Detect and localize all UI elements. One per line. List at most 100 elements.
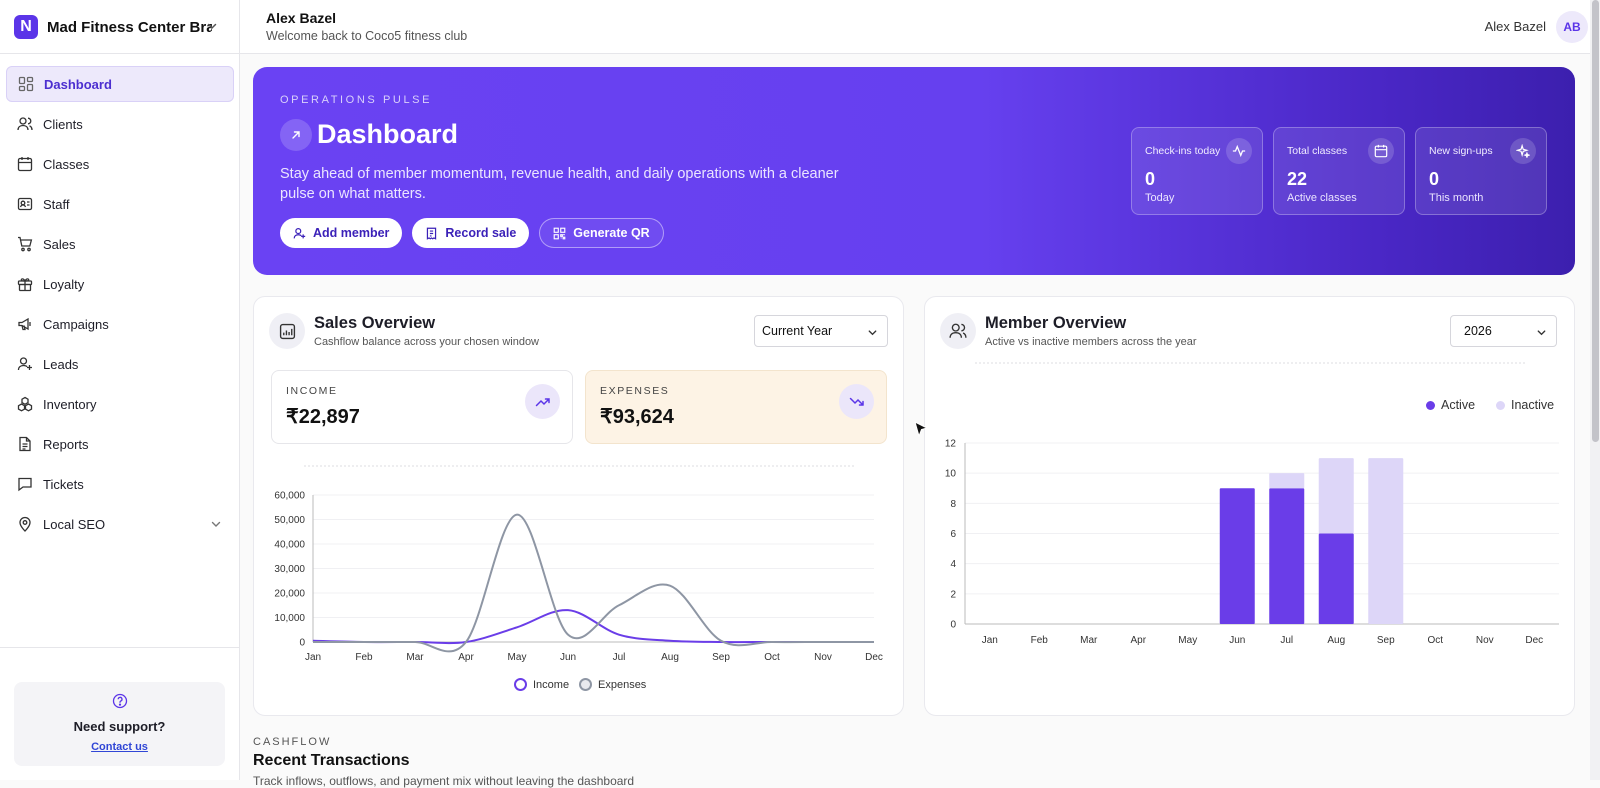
hero-description: Stay ahead of member momentum, revenue h… bbox=[280, 166, 839, 202]
add-member-button[interactable]: Add member bbox=[280, 218, 403, 248]
y-tick-label: 2 bbox=[950, 589, 956, 600]
x-tick-label: Dec bbox=[1525, 635, 1543, 646]
calendar-icon bbox=[1368, 138, 1394, 164]
x-tick-label: Jun bbox=[560, 652, 576, 663]
y-tick-label: 0 bbox=[950, 620, 956, 631]
cart-icon bbox=[18, 236, 33, 252]
expenses-label: EXPENSES bbox=[600, 385, 670, 397]
chat-icon bbox=[18, 477, 32, 492]
x-tick-label: Feb bbox=[1031, 635, 1049, 646]
stat-card-signups: New sign-ups 0 This month bbox=[1415, 127, 1547, 215]
chevron-down-icon[interactable] bbox=[210, 518, 222, 530]
sidebar-item-clients[interactable]: Clients bbox=[6, 106, 234, 142]
stat-value: 0 bbox=[1145, 169, 1156, 189]
y-tick-label: 0 bbox=[299, 638, 305, 649]
chart-icon bbox=[269, 313, 305, 349]
hero-eyebrow: OPERATIONS PULSE bbox=[280, 94, 433, 106]
id-card-icon bbox=[17, 197, 33, 211]
sidebar-divider bbox=[0, 53, 240, 54]
stat-sub: Today bbox=[1145, 192, 1175, 204]
sidebar-item-label: Sales bbox=[43, 236, 76, 252]
report-icon bbox=[19, 436, 31, 452]
y-tick-label: 50,000 bbox=[274, 515, 305, 526]
record-sale-button[interactable]: Record sale bbox=[412, 218, 530, 248]
x-tick-label: May bbox=[1178, 635, 1197, 646]
sidebar-item-label: Loyalty bbox=[43, 276, 85, 292]
period-value: Current Year bbox=[762, 324, 833, 338]
sidebar-item-label: Tickets bbox=[43, 476, 84, 492]
sidebar-item-label: Staff bbox=[43, 196, 70, 212]
sidebar-item-loyalty[interactable]: Loyalty bbox=[6, 266, 234, 302]
scrollbar-thumb[interactable] bbox=[1592, 0, 1599, 442]
brand-name: Mad Fitness Center Bra... bbox=[47, 18, 212, 36]
x-tick-label: Dec bbox=[865, 652, 883, 663]
sidebar-item-label: Campaigns bbox=[43, 316, 109, 332]
sidebar-item-classes[interactable]: Classes bbox=[6, 146, 234, 182]
legend-expenses[interactable]: Expenses bbox=[579, 678, 646, 691]
x-tick-label: Aug bbox=[1327, 635, 1345, 646]
bar-inactive-aug bbox=[1318, 458, 1354, 534]
income-label: INCOME bbox=[286, 385, 338, 397]
sidebar-item-dashboard[interactable]: Dashboard bbox=[6, 66, 234, 102]
sidebar-item-tickets[interactable]: Tickets bbox=[6, 466, 234, 502]
sidebar-item-inventory[interactable]: Inventory bbox=[6, 386, 234, 422]
users-icon bbox=[940, 313, 976, 349]
generate-qr-button[interactable]: Generate QR bbox=[539, 218, 664, 248]
sidebar-item-staff[interactable]: Staff bbox=[6, 186, 234, 222]
contact-us-link[interactable]: Contact us bbox=[91, 741, 148, 753]
sidebar-item-leads[interactable]: Leads bbox=[6, 346, 234, 382]
legend-inactive[interactable]: Inactive bbox=[1496, 398, 1554, 412]
active-swatch bbox=[1426, 400, 1435, 410]
stat-card-classes: Total classes 22 Active classes bbox=[1273, 127, 1405, 215]
stat-label: Total classes bbox=[1287, 145, 1348, 157]
sidebar-nav: Dashboard Clients Classes Staff Sales Lo… bbox=[6, 66, 234, 546]
x-tick-label: Jun bbox=[1229, 635, 1245, 646]
expenses-swatch bbox=[579, 678, 592, 691]
y-tick-label: 10 bbox=[945, 469, 957, 480]
x-tick-label: Mar bbox=[406, 652, 424, 663]
sidebar-item-label: Reports bbox=[43, 436, 89, 452]
inactive-swatch bbox=[1496, 400, 1505, 410]
avatar[interactable]: AB bbox=[1556, 11, 1588, 43]
boxes-icon bbox=[17, 396, 33, 412]
year-select[interactable]: 2026 bbox=[1450, 315, 1557, 347]
y-tick-label: 6 bbox=[950, 529, 956, 540]
x-tick-label: Sep bbox=[1377, 635, 1395, 646]
y-tick-label: 4 bbox=[950, 559, 956, 570]
brand-switcher[interactable]: N Mad Fitness Center Bra... bbox=[14, 13, 226, 41]
y-tick-label: 20,000 bbox=[274, 589, 305, 600]
mouse-cursor-icon bbox=[914, 421, 929, 438]
dashboard-icon bbox=[18, 76, 34, 92]
sidebar-item-label: Clients bbox=[43, 116, 83, 132]
support-card: Need support? Contact us bbox=[14, 682, 225, 766]
legend-income[interactable]: Income bbox=[514, 678, 569, 691]
sidebar-item-local-seo[interactable]: Local SEO bbox=[6, 506, 234, 542]
chevron-down-icon bbox=[207, 23, 217, 30]
legend-income-label: Income bbox=[533, 678, 570, 691]
x-tick-label: Nov bbox=[814, 652, 832, 663]
brand-logo: N bbox=[14, 15, 38, 39]
qr-code-icon bbox=[553, 227, 566, 239]
legend-inactive-label: Inactive bbox=[1511, 398, 1555, 412]
sidebar-item-reports[interactable]: Reports bbox=[6, 426, 234, 462]
period-select[interactable]: Current Year bbox=[754, 315, 888, 347]
users-icon bbox=[17, 117, 33, 131]
sales-overview-subtitle: Cashflow balance across your chosen wind… bbox=[314, 336, 540, 348]
trending-down-icon bbox=[839, 384, 874, 419]
chevron-down-icon bbox=[1537, 330, 1546, 336]
sidebar-item-sales[interactable]: Sales bbox=[6, 226, 234, 262]
sidebar-item-label: Leads bbox=[43, 356, 79, 372]
x-tick-label: Jul bbox=[613, 652, 626, 663]
x-tick-label: Jan bbox=[982, 635, 998, 646]
sidebar-item-campaigns[interactable]: Campaigns bbox=[6, 306, 234, 342]
account-name[interactable]: Alex Bazel bbox=[1484, 19, 1546, 34]
x-tick-label: Oct bbox=[1427, 635, 1443, 646]
legend-active[interactable]: Active bbox=[1426, 398, 1475, 412]
sparkle-icon bbox=[1510, 138, 1536, 164]
legend-expenses-label: Expenses bbox=[598, 678, 647, 691]
x-tick-label: Nov bbox=[1476, 635, 1494, 646]
user-plus-icon bbox=[17, 357, 32, 371]
stat-label: Check-ins today bbox=[1145, 145, 1221, 157]
x-tick-label: Sep bbox=[712, 652, 730, 663]
bar-active-jun bbox=[1219, 488, 1255, 624]
